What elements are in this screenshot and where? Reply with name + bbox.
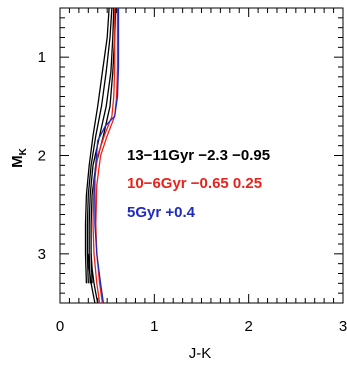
- series-layer: [84, 7, 120, 304]
- x-tick-label: 3: [339, 318, 347, 335]
- x-tick-label: 1: [150, 318, 158, 335]
- legend: 13−11Gyr −2.3 −0.95 10−6Gyr −0.65 0.25 5…: [127, 147, 270, 221]
- y-axis-label: MK: [9, 147, 29, 168]
- y-axis-label-main: M: [9, 155, 26, 168]
- series-line-1: [86, 7, 113, 284]
- series-line-8: [94, 8, 120, 304]
- series-line-6: [92, 8, 116, 304]
- legend-entry-0: 13−11Gyr −2.3 −0.95: [127, 147, 270, 164]
- svg-text:MK: MK: [9, 147, 29, 168]
- legend-entry-2: 5Gyr +0.4: [127, 204, 196, 221]
- series-line-5: [90, 253, 99, 304]
- y-tick-label: 2: [38, 148, 46, 165]
- series-line-4: [87, 253, 96, 304]
- tick-layer: 0 1 2 3 1 2 3: [38, 7, 347, 335]
- y-axis-label-sub: K: [18, 147, 29, 155]
- x-axis-label: J-K: [189, 345, 212, 362]
- x-tick-label: 0: [56, 318, 64, 335]
- legend-entry-1: 10−6Gyr −0.65 0.25: [127, 175, 262, 192]
- y-tick-label: 1: [38, 49, 46, 66]
- y-tick-label: 3: [38, 246, 46, 263]
- x-tick-label: 2: [244, 318, 252, 335]
- series-line-0: [84, 7, 110, 284]
